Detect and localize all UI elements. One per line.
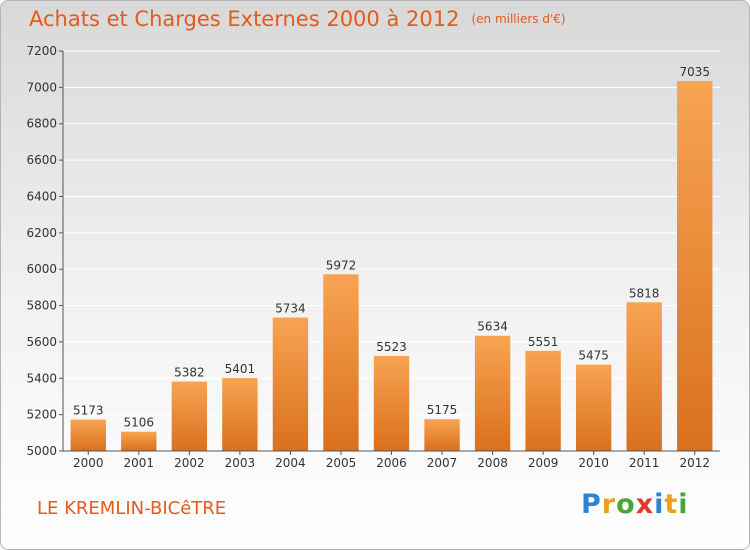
bar-value-label: 5972 [326, 258, 357, 272]
bar-value-label: 5175 [427, 403, 458, 417]
bar-value-label: 5523 [376, 340, 407, 354]
x-tick-label: 2006 [376, 456, 407, 470]
logo-letter: x [635, 489, 655, 520]
bar-value-label: 5551 [528, 335, 559, 349]
y-tick-label: 6600 [26, 153, 57, 167]
bar-value-label: 7035 [679, 65, 710, 79]
bar [575, 364, 612, 451]
logo-letter: i [654, 489, 665, 520]
x-tick-label: 2003 [225, 456, 256, 470]
x-tick-label: 2012 [679, 456, 710, 470]
bar [525, 350, 561, 451]
bar [121, 431, 157, 451]
logo-letter: r [601, 489, 617, 520]
y-tick-label: 7000 [26, 80, 57, 94]
y-tick-label: 6000 [26, 262, 57, 276]
x-tick-label: 2001 [124, 456, 155, 470]
unit-label: (en milliers d'€) [471, 12, 566, 26]
proxiti-logo: Proxiti [581, 489, 689, 520]
bar [626, 302, 662, 451]
chart-title: Achats et Charges Externes 2000 à 2012 (e… [29, 7, 566, 31]
bar-value-label: 5734 [275, 302, 306, 316]
y-tick-label: 5600 [26, 335, 57, 349]
x-tick-label: 2000 [73, 456, 104, 470]
title-text: Achats et Charges Externes 2000 à 2012 [29, 7, 460, 31]
bar [474, 335, 511, 451]
city-name: LE KREMLIN-BICêTRE [37, 498, 227, 519]
bar [677, 81, 713, 451]
y-tick-label: 6400 [26, 189, 57, 203]
x-tick-label: 2005 [326, 456, 357, 470]
bar-value-label: 5382 [174, 366, 205, 380]
bar-value-label: 5634 [477, 320, 508, 334]
x-tick-label: 2011 [629, 456, 660, 470]
bar-value-label: 5818 [629, 286, 660, 300]
logo-letter: o [616, 489, 636, 520]
x-tick-label: 2004 [275, 456, 306, 470]
bar [424, 419, 460, 451]
logo-letter: t [664, 489, 679, 520]
x-tick-label: 2007 [427, 456, 458, 470]
y-tick-label: 6200 [26, 226, 57, 240]
bar-value-label: 5173 [73, 404, 104, 418]
y-tick-label: 5200 [26, 408, 57, 422]
x-tick-label: 2010 [578, 456, 609, 470]
bar-value-label: 5106 [124, 416, 155, 430]
bar [323, 274, 359, 451]
y-tick-label: 5800 [26, 299, 57, 313]
logo-letter: P [581, 489, 602, 520]
y-tick-label: 6800 [26, 117, 57, 131]
bar-value-label: 5401 [225, 362, 256, 376]
bar [222, 378, 258, 451]
bar [373, 355, 410, 451]
bar [272, 317, 309, 451]
bar [171, 381, 208, 451]
bar-value-label: 5475 [578, 349, 609, 363]
x-tick-label: 2008 [477, 456, 508, 470]
y-tick-label: 5000 [26, 444, 57, 458]
x-tick-label: 2009 [528, 456, 559, 470]
bar [70, 419, 106, 451]
logo-letter: i [678, 489, 689, 520]
x-tick-label: 2002 [174, 456, 205, 470]
y-tick-label: 5400 [26, 371, 57, 385]
y-tick-label: 7200 [26, 44, 57, 58]
